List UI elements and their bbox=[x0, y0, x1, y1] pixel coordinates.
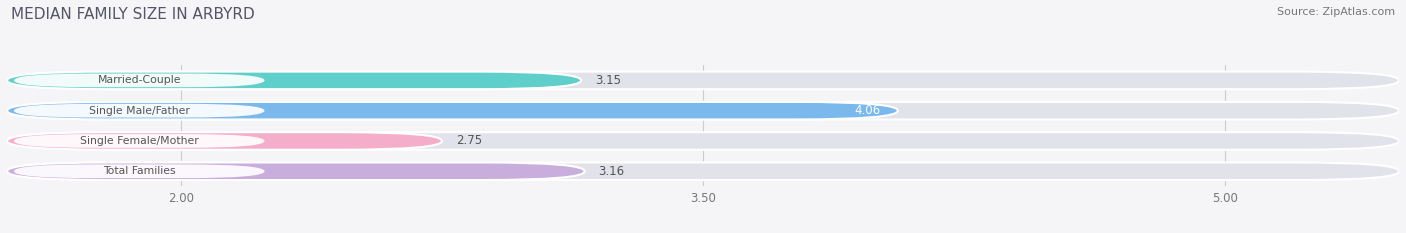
Text: Source: ZipAtlas.com: Source: ZipAtlas.com bbox=[1277, 7, 1395, 17]
FancyBboxPatch shape bbox=[7, 72, 1399, 89]
Text: Single Male/Father: Single Male/Father bbox=[89, 106, 190, 116]
Text: 4.06: 4.06 bbox=[855, 104, 880, 117]
FancyBboxPatch shape bbox=[7, 162, 585, 180]
FancyBboxPatch shape bbox=[7, 102, 898, 120]
FancyBboxPatch shape bbox=[7, 162, 1399, 180]
FancyBboxPatch shape bbox=[7, 132, 1399, 150]
FancyBboxPatch shape bbox=[7, 102, 1399, 120]
Text: Married-Couple: Married-Couple bbox=[97, 75, 181, 85]
FancyBboxPatch shape bbox=[14, 134, 264, 148]
Text: Total Families: Total Families bbox=[103, 166, 176, 176]
Text: 3.16: 3.16 bbox=[599, 165, 624, 178]
Text: 2.75: 2.75 bbox=[456, 134, 482, 147]
FancyBboxPatch shape bbox=[7, 132, 441, 150]
FancyBboxPatch shape bbox=[7, 72, 581, 89]
Text: MEDIAN FAMILY SIZE IN ARBYRD: MEDIAN FAMILY SIZE IN ARBYRD bbox=[11, 7, 254, 22]
FancyBboxPatch shape bbox=[14, 164, 264, 178]
FancyBboxPatch shape bbox=[14, 74, 264, 87]
Text: Single Female/Mother: Single Female/Mother bbox=[80, 136, 198, 146]
Text: 3.15: 3.15 bbox=[595, 74, 621, 87]
FancyBboxPatch shape bbox=[14, 104, 264, 117]
